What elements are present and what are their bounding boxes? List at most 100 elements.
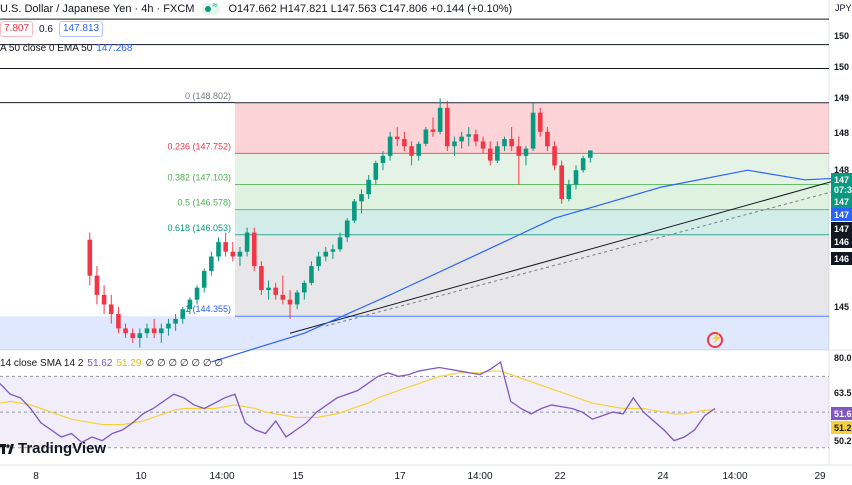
ema-legend[interactable]: A 50 close 0 EMA 50 147.268	[0, 43, 132, 54]
candle-body	[523, 148, 529, 156]
candle-body	[251, 232, 257, 267]
candle-body	[359, 194, 364, 202]
candle-body	[309, 266, 314, 283]
rsi-legend[interactable]: 14 close SMA 14 2 51.62 51.29 ∅ ∅ ∅ ∅ ∅ ∅ ∅	[0, 358, 223, 369]
candle-body	[516, 146, 522, 156]
candle-body	[116, 314, 121, 329]
trade-buttons: 7.807 0.6 147.813	[0, 21, 104, 37]
candle-body	[545, 131, 550, 147]
price-axis-tick: 149	[834, 93, 849, 103]
fib-zone	[235, 153, 829, 185]
candle-body	[216, 242, 221, 257]
candle-body	[287, 299, 293, 305]
fib-zone-lower	[0, 316, 829, 350]
rsi-axis-tick: 63.5	[834, 388, 852, 398]
rsi-empty-values: ∅ ∅ ∅ ∅ ∅ ∅ ∅	[145, 358, 224, 369]
candle-body	[445, 107, 450, 147]
rsi-line	[0, 361, 716, 444]
candle-body	[387, 136, 393, 156]
candle-body	[394, 136, 400, 140]
rsi-sma-line	[0, 370, 716, 426]
time-axis-tick: 8	[33, 471, 39, 482]
fib-level-label: 0.382 (147.103)	[167, 172, 231, 182]
candle-body	[223, 242, 228, 252]
market-status-icon	[202, 0, 221, 15]
price-axis-tag	[831, 183, 852, 196]
candle-body	[566, 184, 572, 199]
candle-body	[151, 328, 157, 334]
rsi-axis-tick: 50.2	[834, 436, 852, 446]
candle-body	[366, 179, 371, 195]
rsi-sma-value: 51.29	[116, 358, 142, 369]
candle-body	[194, 287, 200, 300]
sell-button[interactable]: 7.807	[0, 21, 34, 37]
price-axis-tick: 146	[834, 254, 849, 264]
candle-body	[530, 112, 536, 149]
time-axis-tick: 22	[554, 471, 566, 482]
spread-value: 0.6	[39, 23, 53, 35]
rsi-axis-tick: 51.2	[834, 423, 852, 433]
fib-level-label: 1 (144.355)	[185, 304, 231, 314]
currency-label: JPY	[835, 3, 852, 13]
candle-body	[230, 251, 236, 257]
candle-body	[130, 333, 135, 339]
candle-body	[416, 143, 421, 156]
candle-body	[580, 158, 586, 171]
candle-body	[187, 299, 193, 310]
tradingview-logo-icon	[0, 443, 14, 454]
price-axis-tag	[831, 222, 852, 235]
chart-header: U.S. Dollar / Japanese Yen · 4h · FXCM O…	[0, 0, 512, 18]
buy-button[interactable]: 147.813	[58, 21, 104, 37]
price-axis-tag	[831, 208, 852, 221]
price-axis-tick: 07:3	[834, 185, 852, 195]
candle-body	[294, 292, 300, 305]
candle-body	[237, 251, 243, 257]
candle-body	[423, 129, 429, 144]
candle-body	[144, 328, 150, 334]
candle-body	[473, 134, 479, 142]
rsi-axis-tick: 51.6	[834, 409, 852, 419]
price-axis-tick: 147	[834, 224, 849, 234]
tradingview-logo[interactable]: TradingView	[0, 440, 106, 457]
candle-body	[495, 146, 500, 161]
candle-body	[137, 333, 143, 339]
candle-body	[159, 328, 164, 334]
price-axis-tick: 150	[834, 31, 849, 41]
price-axis-tick: 145	[834, 302, 849, 312]
rsi-axis-tag	[831, 421, 852, 434]
price-axis-tick: 147	[834, 210, 849, 220]
candle-body	[266, 287, 271, 291]
fib-level-label: 0.236 (147.752)	[167, 141, 231, 151]
time-axis-tick: 24	[657, 471, 669, 482]
candle-body	[373, 163, 379, 180]
candle-body	[108, 304, 114, 315]
candle-body	[244, 232, 250, 252]
price-axis-tick: 150	[834, 62, 849, 72]
candle-body	[573, 170, 579, 185]
candle-body	[559, 165, 564, 199]
candle-body	[180, 309, 186, 319]
candle-body	[459, 136, 464, 142]
candle-body	[259, 266, 264, 291]
price-axis-tag	[831, 252, 852, 265]
candle-body	[480, 141, 486, 149]
candle-body	[452, 141, 457, 147]
symbol-title[interactable]: U.S. Dollar / Japanese Yen · 4h · FXCM	[0, 3, 195, 15]
alert-icon[interactable]	[707, 332, 723, 348]
candle-body	[344, 220, 350, 238]
candle-body	[323, 251, 329, 257]
candle-body	[94, 275, 100, 295]
candle-body	[487, 148, 493, 161]
candle-body	[302, 282, 307, 293]
time-axis-tick: 14:00	[467, 471, 492, 482]
candle-body	[316, 256, 321, 267]
candle-body	[330, 249, 336, 252]
candle-body	[437, 107, 443, 132]
candle-body	[209, 256, 214, 271]
price-axis-tag	[831, 195, 852, 208]
candle-body	[173, 318, 178, 324]
time-axis-tick: 15	[292, 471, 304, 482]
candle-body	[588, 150, 593, 158]
